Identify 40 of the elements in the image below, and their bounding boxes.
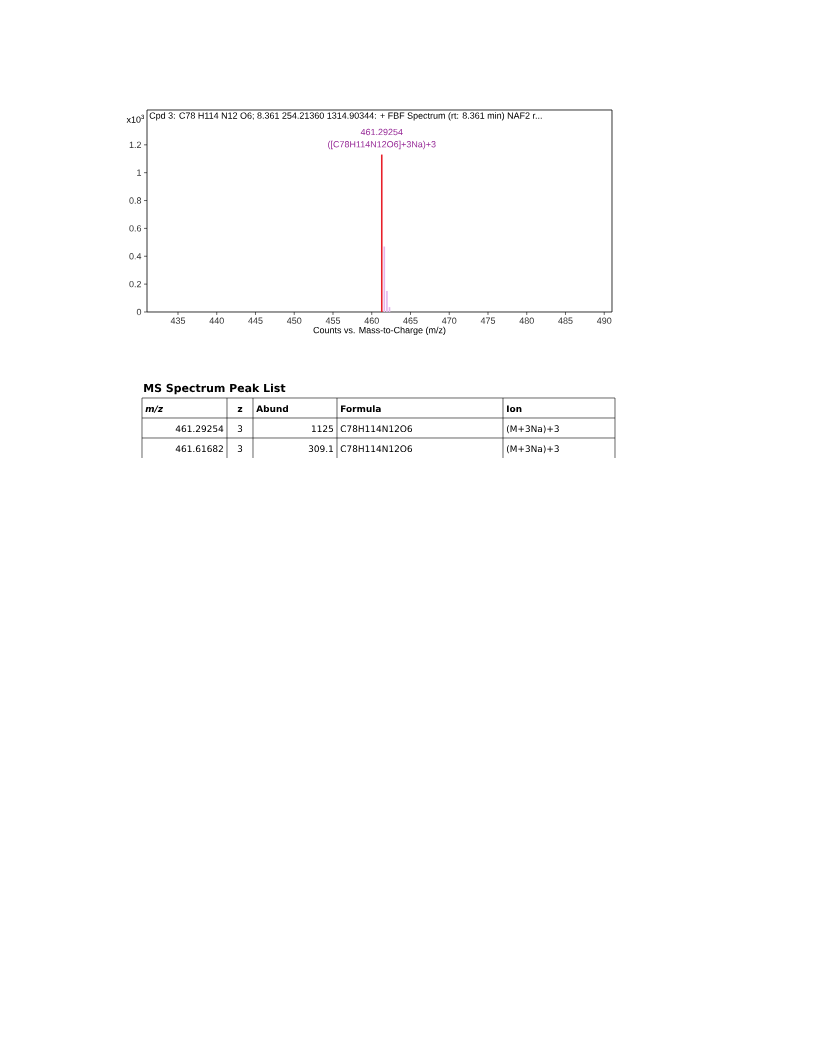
y-tick-label: 0: [136, 308, 142, 316]
text: 3: [237, 445, 243, 453]
text: 1125: [311, 425, 334, 433]
y-axis-title: x10$^{3}$: [126, 114, 145, 123]
x-tick-label: 440: [209, 317, 224, 324]
text: 309.1: [308, 445, 333, 453]
x-tick-label: 450: [286, 317, 302, 324]
y-tick-label: 0.8: [129, 197, 142, 204]
text: MS Spectrum Peak List: [144, 383, 286, 395]
text: (M+3Na)+3: [506, 425, 559, 434]
x-tick-label: 490: [596, 317, 612, 324]
x-tick-label: 460: [364, 317, 379, 324]
x-tick-label: 485: [558, 317, 573, 324]
text: 461.61682: [175, 445, 223, 453]
text: C78H114N12O6: [340, 425, 413, 433]
text: m/z: [145, 405, 164, 413]
y-tick-label: 1.2: [129, 141, 142, 148]
annotation: 461.29254: [360, 128, 403, 136]
y-tick-label: 0.6: [129, 225, 142, 232]
x-tick-label: 480: [519, 317, 534, 324]
text: 3: [237, 425, 243, 433]
x-tick-label: 455: [325, 317, 341, 324]
x-tick-label: 475: [480, 317, 496, 324]
x-tick-label: 445: [248, 317, 263, 324]
y-tick-label: 0.2: [129, 280, 142, 288]
x-axis-title: Counts vs. Mass-to-Charge (m/z): [313, 326, 446, 336]
text: Ion: [507, 405, 522, 413]
text: Abund: [256, 405, 288, 413]
text: C78H114N12O6: [340, 445, 413, 453]
chart-title: Cpd 3: C78 H114 N12 O6; 8.361 254.21360 1314.90344: + FBF Spectrum (rt: 8.361 min) NAF2 r...: [149, 112, 542, 121]
x-tick-label: 435: [170, 317, 186, 324]
x-tick-label: 465: [403, 317, 418, 324]
y-tick-label: 0.4: [129, 253, 142, 260]
x-tick-label: 470: [441, 317, 457, 324]
y-tick-label: 1: [137, 169, 142, 176]
text: Formula: [341, 405, 381, 413]
text: z: [237, 407, 243, 412]
annotation: ([C78H114N12O6]+3Na)+3: [328, 140, 436, 150]
text: 461.29254: [175, 425, 224, 433]
text: (M+3Na)+3: [506, 445, 559, 454]
